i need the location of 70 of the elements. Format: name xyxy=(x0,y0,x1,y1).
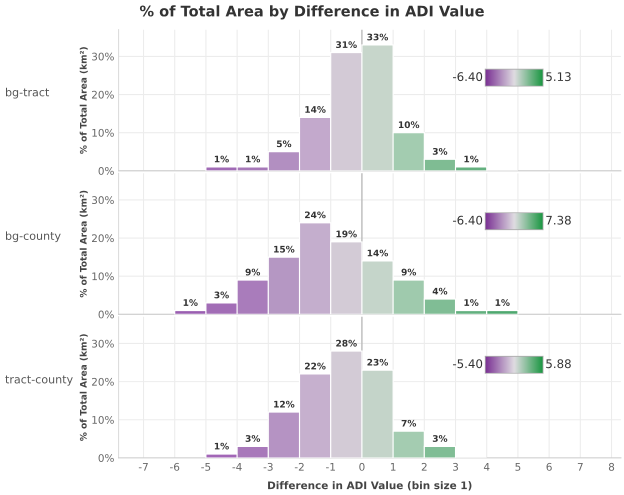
y-tick-label: 10% xyxy=(92,272,114,280)
data-label: 3% xyxy=(432,435,448,442)
text: tract-county xyxy=(5,376,73,386)
data-label: 15% xyxy=(274,246,294,253)
data-label: 10% xyxy=(398,121,420,128)
data-label: 4% xyxy=(432,288,448,295)
x-tick-label: 3 xyxy=(453,462,458,471)
x-tick-label: 6 xyxy=(546,462,552,471)
x-tick-label: -1 xyxy=(326,463,335,471)
data-label: 33% xyxy=(367,34,388,40)
data-label: 19% xyxy=(336,230,357,238)
data-label: 3% xyxy=(432,148,448,155)
data-label: 24% xyxy=(305,211,326,218)
y-tick-label: 20% xyxy=(92,90,114,99)
x-tick-label: 7 xyxy=(578,463,583,471)
x-tick-label: 4 xyxy=(484,463,490,471)
x-tick-label: 1 xyxy=(390,463,396,471)
y-tick-label: 30% xyxy=(92,196,114,204)
x-tick-label: 0 xyxy=(359,462,365,471)
data-label: 3% xyxy=(214,292,229,298)
data-label: 1% xyxy=(214,442,229,450)
data-label: 3% xyxy=(246,435,260,442)
y-tick-label: 0% xyxy=(98,310,114,318)
x-axis-title: Difference in ADI Value (bin size 1) xyxy=(268,481,472,490)
data-label: 1% xyxy=(464,299,478,306)
x-tick-label: -7 xyxy=(138,463,148,471)
y-tick-label: 20% xyxy=(92,378,114,386)
x-tick-label: -3 xyxy=(264,462,273,471)
text: bg-tract xyxy=(6,88,50,99)
data-label: 9% xyxy=(246,268,260,276)
y-tick-label: 30% xyxy=(92,52,114,60)
data-label: 14% xyxy=(305,106,326,113)
text: bg-county xyxy=(6,231,61,242)
x-tick-label: -6 xyxy=(170,462,180,471)
data-label: 12% xyxy=(274,400,294,408)
x-tick-label: -5 xyxy=(201,463,210,471)
data-label: 22% xyxy=(305,362,326,370)
x-tick-label: -4 xyxy=(232,463,242,471)
chart-title: % of Total Area by Difference in ADI Value xyxy=(140,5,484,20)
data-label: 1% xyxy=(464,156,478,162)
annotation: -6.40 xyxy=(452,72,482,82)
data-label: 1% xyxy=(246,156,260,162)
data-label: 31% xyxy=(336,41,357,48)
x-tick-label: -2 xyxy=(294,462,304,471)
data-label: 5% xyxy=(276,140,292,148)
x-tick-label: 5 xyxy=(515,463,520,471)
data-label: 1% xyxy=(496,299,510,306)
y-tick-label: 10% xyxy=(92,416,114,424)
data-label: 14% xyxy=(368,250,388,256)
y-tick-label: 20% xyxy=(92,234,114,242)
data-label: 1% xyxy=(184,299,198,306)
x-tick-label: 8 xyxy=(608,462,614,471)
data-label: 7% xyxy=(402,420,416,427)
y-axis-title: % of Total Area (km²) xyxy=(80,47,88,154)
annotation: -5.40 xyxy=(452,359,482,368)
annotation: 5.13 xyxy=(546,72,571,82)
y-tick-label: 30% xyxy=(92,340,114,348)
y-axis-title: % of Total Area (km²) xyxy=(80,334,88,441)
annotation: -6.40 xyxy=(452,216,482,225)
annotation: 5.88 xyxy=(546,359,571,368)
y-tick-label: 0% xyxy=(98,167,114,175)
y-axis-title: % of Total Area (km²) xyxy=(80,190,88,298)
y-tick-label: 10% xyxy=(92,128,114,137)
data-label: 9% xyxy=(402,268,416,276)
x-tick-label: 2 xyxy=(422,462,427,471)
y-tick-label: 0% xyxy=(98,454,114,462)
annotation: 7.38 xyxy=(546,216,571,225)
data-label: 1% xyxy=(214,156,229,162)
data-label: 28% xyxy=(336,340,357,347)
data-label: 23% xyxy=(367,358,388,366)
